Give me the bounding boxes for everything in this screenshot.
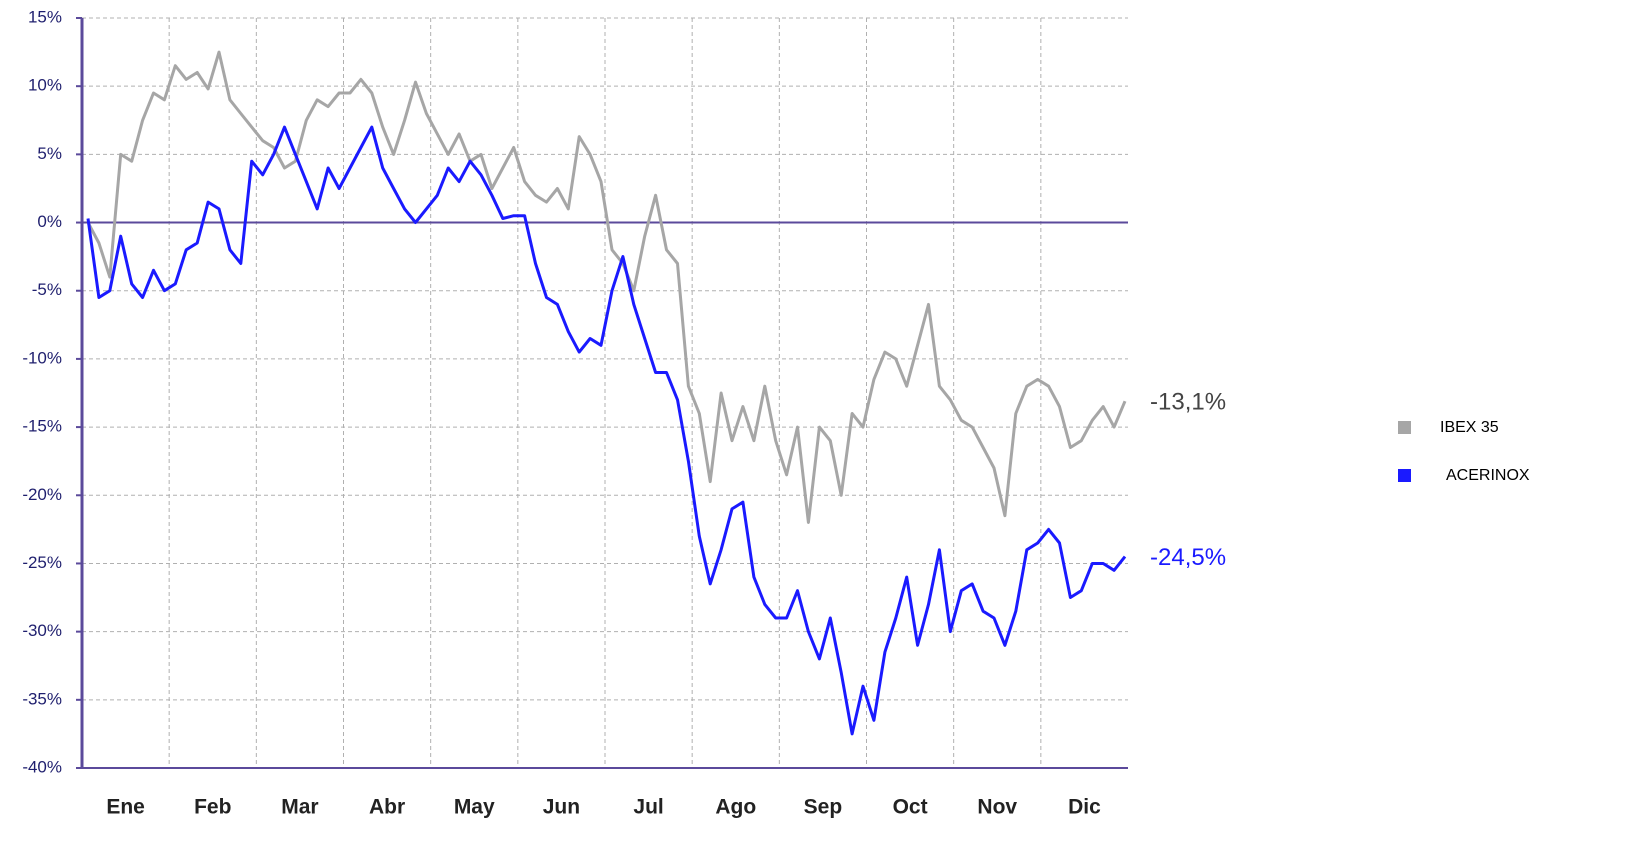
x-tick-label: Ene — [106, 796, 145, 819]
legend-swatch — [1398, 421, 1411, 434]
end-label: -24,5% — [1150, 544, 1226, 571]
series-line — [86, 125, 1127, 736]
y-tick-label: -40% — [22, 757, 62, 776]
y-tick-label: -30% — [22, 621, 62, 640]
y-tick-label: -5% — [32, 280, 62, 299]
x-tick-label: Sep — [804, 796, 843, 819]
y-tick-label: -25% — [22, 553, 62, 572]
legend-label: IBEX 35 — [1440, 419, 1499, 436]
y-tick-label: -20% — [22, 485, 62, 504]
y-tick-label: -15% — [22, 417, 62, 436]
legend-swatch — [1398, 469, 1411, 482]
y-tick-label: 5% — [37, 144, 62, 163]
y-tick-label: 0% — [37, 212, 62, 231]
x-tick-label: May — [454, 796, 495, 819]
x-tick-label: Abr — [369, 796, 405, 819]
x-tick-label: Jun — [543, 796, 580, 819]
y-tick-label: -10% — [22, 348, 62, 367]
x-tick-label: Ago — [715, 796, 756, 819]
series-line — [86, 50, 1127, 524]
x-tick-label: Nov — [977, 796, 1017, 819]
x-tick-label: Dic — [1068, 796, 1101, 819]
x-tick-label: Mar — [281, 796, 318, 819]
end-label: -13,1% — [1150, 389, 1226, 416]
x-tick-label: Jul — [633, 796, 663, 819]
x-tick-label: Oct — [893, 796, 928, 819]
x-tick-label: Feb — [194, 796, 231, 819]
legend-label: ACERINOX — [1446, 467, 1530, 484]
y-tick-label: 10% — [28, 76, 62, 95]
y-tick-label: -35% — [22, 689, 62, 708]
y-tick-label: 15% — [28, 7, 62, 26]
